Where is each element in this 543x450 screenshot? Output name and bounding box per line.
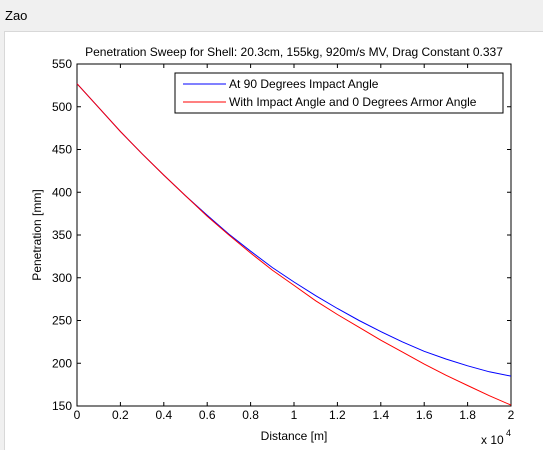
y-axis-ticks: 150 200 250 300 350 400 450 500 550: [52, 57, 511, 413]
x-tick-label: 1.2: [329, 408, 346, 422]
x-axis-ticks: 0 0.2 0.4 0.6 0.8 1 1.2 1.4 1.6 1.8 2: [74, 64, 515, 422]
y-tick-label: 500: [52, 100, 72, 114]
y-tick-label: 450: [52, 143, 72, 157]
y-tick-label: 400: [52, 185, 72, 199]
chart-title: Penetration Sweep for Shell: 20.3cm, 155…: [85, 45, 503, 59]
legend: At 90 Degrees Impact Angle With Impact A…: [174, 72, 504, 114]
legend-box: [174, 72, 504, 114]
series-line-2: [76, 83, 512, 406]
y-tick-label: 200: [52, 356, 72, 370]
plot-area: [76, 63, 512, 407]
y-tick-label: 150: [52, 399, 72, 413]
legend-label-series1: At 90 Degrees Impact Angle: [229, 77, 379, 91]
x-axis-label: Distance [m]: [261, 429, 328, 443]
x-tick-label: 1.8: [459, 408, 476, 422]
x-tick-label: 2: [508, 408, 515, 422]
x-tick-label: 1.6: [416, 408, 433, 422]
y-tick-label: 250: [52, 314, 72, 328]
y-tick-label: 550: [52, 57, 72, 71]
window-title: Zao: [0, 0, 543, 30]
x-exponent-label: x 10: [481, 433, 504, 447]
x-tick-label: 0.8: [242, 408, 259, 422]
x-tick-label: 0.2: [112, 408, 129, 422]
x-tick-label: 0.4: [155, 408, 172, 422]
series-group: [76, 83, 512, 406]
x-exponent-power: 4: [506, 428, 511, 438]
y-tick-label: 300: [52, 271, 72, 285]
x-tick-label: 1.4: [372, 408, 389, 422]
x-tick-label: 0: [74, 408, 81, 422]
y-axis-label: Penetration [mm]: [30, 189, 44, 280]
y-tick-label: 350: [52, 228, 72, 242]
x-tick-label: 1: [291, 408, 298, 422]
legend-label-series2: With Impact Angle and 0 Degrees Armor An…: [229, 95, 477, 109]
x-tick-label: 0.6: [199, 408, 216, 422]
